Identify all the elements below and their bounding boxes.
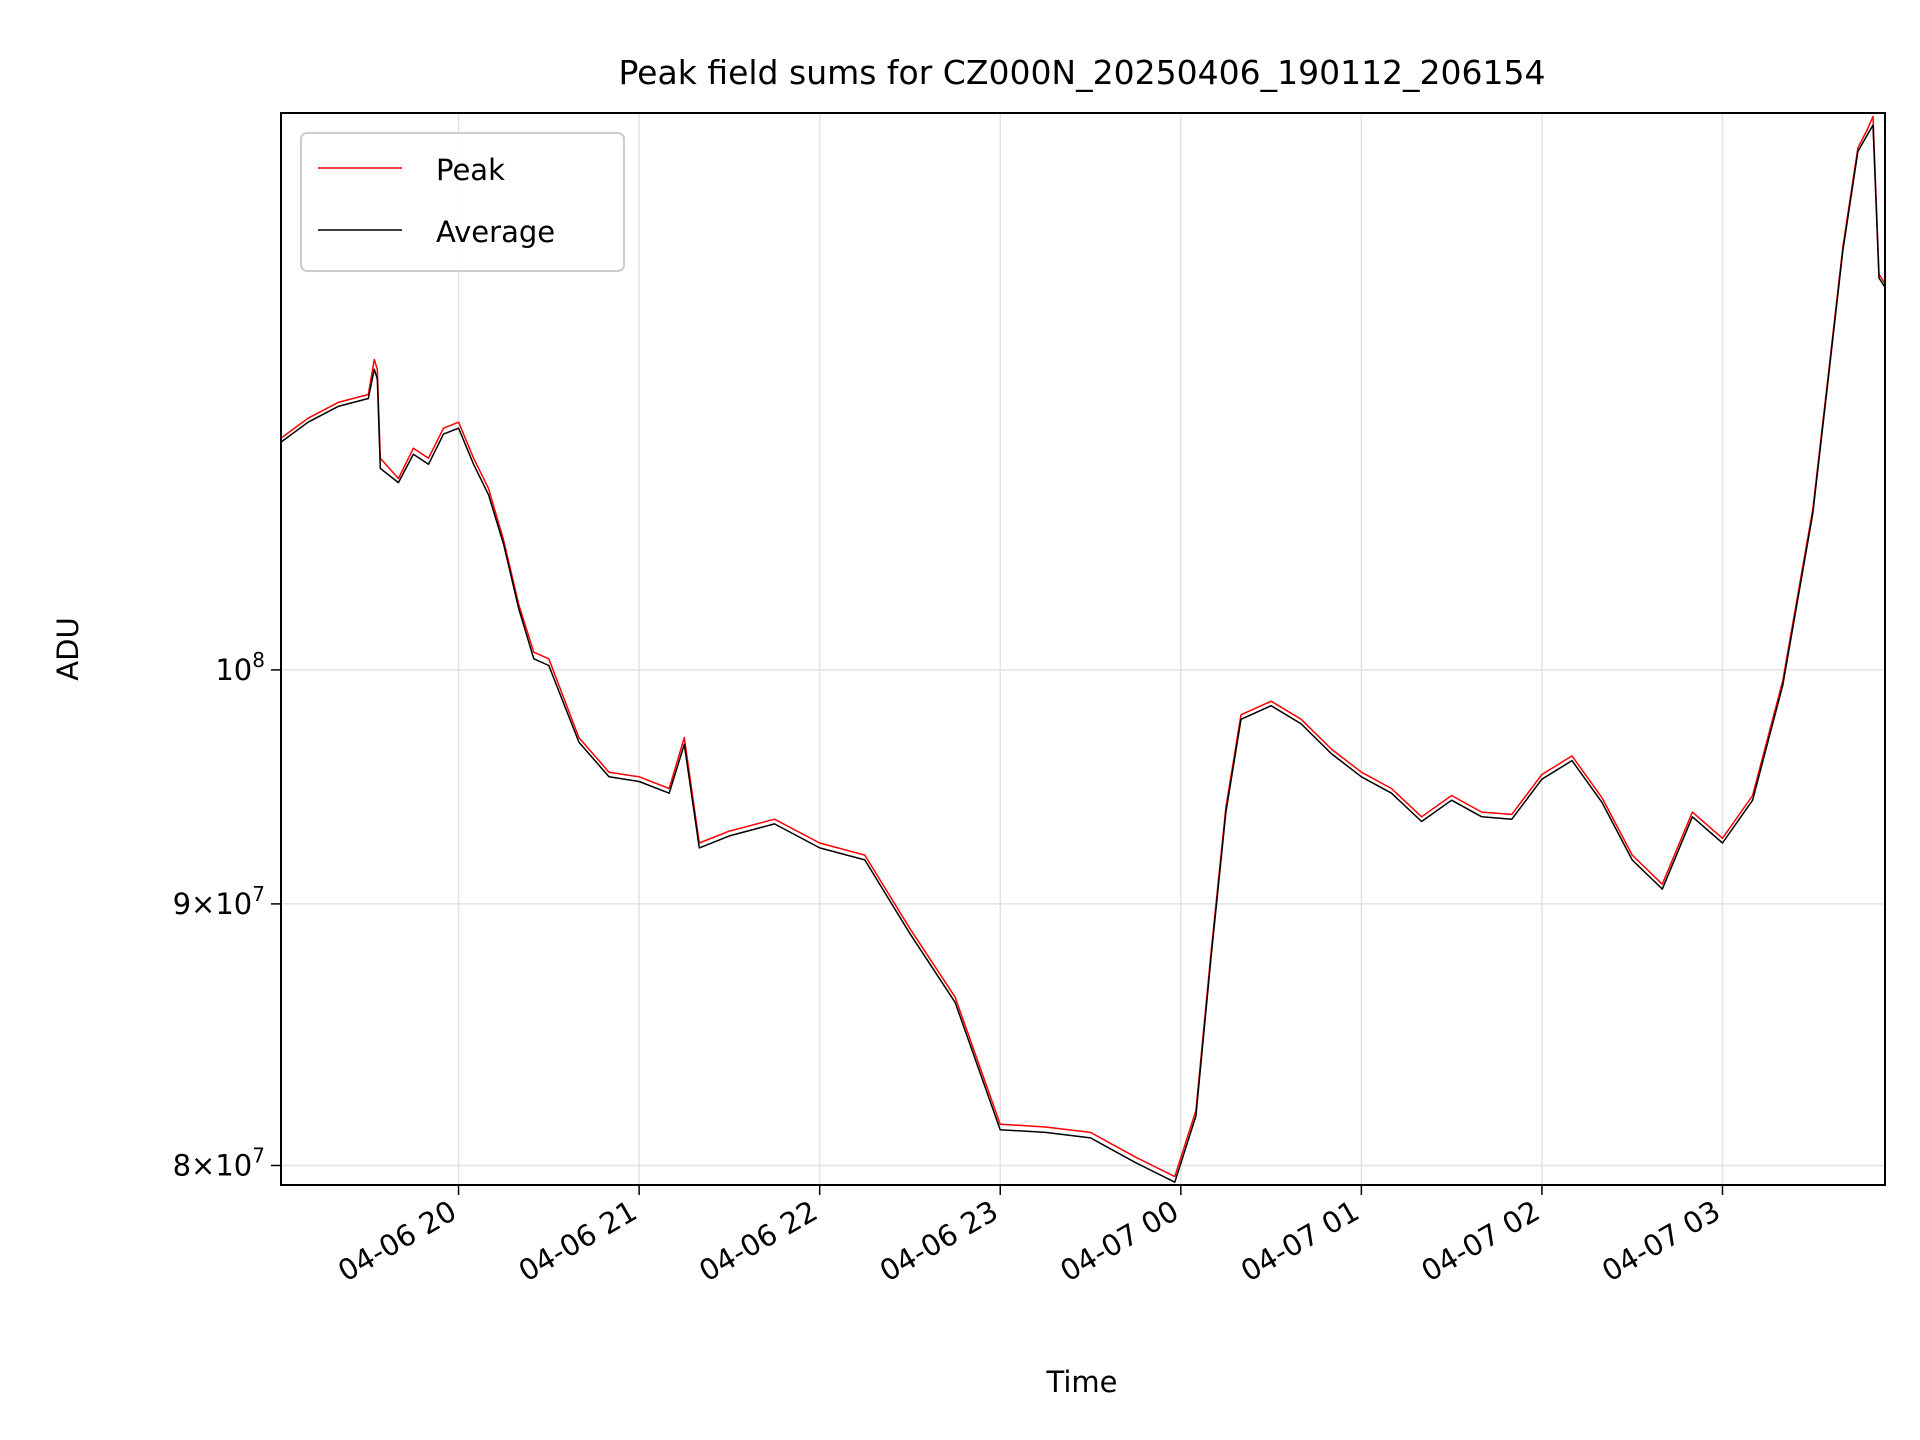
series-line-average: [280, 124, 1886, 1183]
chart-title: Peak field sums for CZ000N_20250406_1901…: [618, 53, 1545, 92]
y-tick-label: 9×107: [173, 882, 265, 921]
legend-average-label: Average: [436, 215, 555, 249]
plot-frame: [280, 112, 1886, 1186]
x-tick-label: 04-06 20: [332, 1194, 462, 1289]
x-tick-label: 04-07 00: [1054, 1194, 1184, 1289]
x-axis-label: Time: [1046, 1365, 1118, 1399]
y-axis-label: ADU: [51, 617, 85, 680]
grid: [281, 113, 1885, 1185]
x-tick-label: 04-07 02: [1416, 1194, 1546, 1289]
legend: Peak Average: [300, 132, 625, 272]
legend-peak-label: Peak: [436, 153, 505, 187]
y-axis: 108 9×107 8×107: [173, 648, 281, 1182]
y-tick-label: 8×107: [173, 1143, 265, 1182]
x-tick-label: 04-06 23: [874, 1194, 1004, 1289]
x-tick-label: 04-06 21: [513, 1194, 643, 1289]
x-tick-label: 04-07 03: [1596, 1194, 1726, 1289]
plot-lines: [280, 115, 1886, 1183]
x-axis: 04-06 20 04-06 21 04-06 22 04-06 23 04-07 00…: [332, 1185, 1726, 1288]
x-tick-label: 04-07 01: [1235, 1194, 1365, 1289]
x-tick-label: 04-06 22: [693, 1194, 823, 1289]
series-line-peak: [280, 115, 1886, 1178]
y-tick-label: 108: [215, 648, 265, 687]
